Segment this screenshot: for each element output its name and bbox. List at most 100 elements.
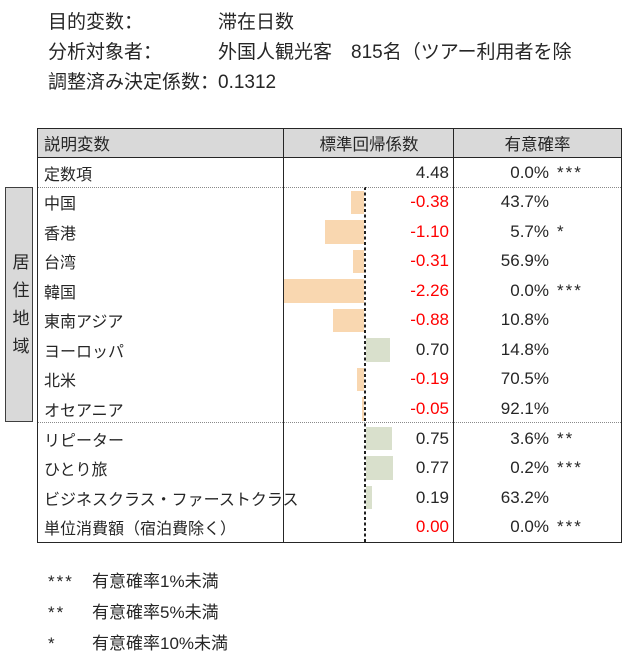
info-row-subjects: 分析対象者： 外国人観光客 815名（ツアー利用者を除	[48, 38, 572, 68]
adjusted-r2-value: 0.1312	[218, 72, 277, 93]
significance-pct: 92.1%	[500, 399, 549, 419]
significance-stars: *	[557, 221, 566, 241]
coefficient-bar	[357, 367, 364, 392]
note-10pct: * 有意確率10%未満	[48, 628, 228, 659]
significance-cell: 0.2% ***	[454, 458, 621, 478]
variable-cell: 定数項	[44, 166, 93, 184]
residence-region-group-box: 居住地域	[5, 187, 33, 422]
significance-pct: 3.6%	[510, 428, 549, 448]
variable-cell: 韓国	[44, 284, 77, 302]
note-5pct-label: 有意確率5%未満	[92, 603, 219, 622]
significance-cell: 56.9%	[454, 251, 621, 271]
significance-cell: 70.5%	[454, 369, 621, 389]
significance-stars: ***	[557, 458, 583, 478]
significance-pct: 0.0%	[510, 517, 549, 537]
variable-cell: 単位消費額（宿泊費除く）	[44, 521, 237, 539]
variable-cell: 台湾	[44, 255, 77, 273]
variable-cell: 香港	[44, 225, 77, 243]
table-row: 中国 -0.38 43.7%	[38, 188, 621, 218]
coefficient-cell: 0.70	[415, 339, 449, 359]
coefficient-cell: -0.88	[410, 310, 449, 330]
coefficient-bar	[365, 485, 373, 510]
table-row: オセアニア -0.05 92.1%	[38, 394, 621, 424]
variable-cell: 北米	[44, 373, 77, 391]
coefficient-bar	[332, 308, 364, 333]
target-variable-value: 滞在日数	[218, 12, 295, 33]
coefficient-bar	[283, 279, 364, 303]
significance-cell: 0.0% ***	[454, 517, 621, 537]
table-row: ヨーロッパ 0.70 14.8%	[38, 335, 621, 365]
coefficient-cell: -2.26	[410, 280, 449, 300]
info-row-adjusted-r2: 調整済み決定係数： 0.1312	[48, 68, 572, 98]
significance-pct: 0.0%	[510, 280, 549, 300]
table-row: 単位消費額（宿泊費除く） 0.00 0.0% ***	[38, 512, 621, 542]
significance-cell: 92.1%	[454, 399, 621, 419]
variable-cell: 中国	[44, 196, 77, 214]
significance-pct: 70.5%	[500, 369, 549, 389]
significance-stars: **	[557, 428, 575, 448]
column-divider-1	[282, 129, 284, 542]
significance-cell: 3.6% **	[454, 429, 621, 449]
significance-pct: 0.2%	[510, 458, 549, 478]
column-divider-2	[452, 129, 454, 542]
coefficient-bar	[365, 338, 391, 362]
note-1pct: *** 有意確率1%未満	[48, 566, 228, 597]
dotted-separator-constant	[38, 187, 621, 189]
coefficient-bar	[365, 426, 393, 451]
significance-cell: 0.0% ***	[454, 281, 621, 301]
significance-pct: 63.2%	[500, 487, 549, 507]
table-row: 東南アジア -0.88 10.8%	[38, 306, 621, 336]
significance-pct: 10.8%	[500, 310, 549, 330]
header-significance: 有意確率	[504, 136, 571, 154]
significance-stars: ***	[557, 162, 583, 182]
variable-cell: ビジネスクラス・ファーストクラス	[44, 491, 299, 509]
significance-pct: 0.0%	[510, 162, 549, 182]
coefficient-bar	[365, 456, 393, 480]
significance-stars: ***	[557, 517, 583, 537]
significance-cell: 14.8%	[454, 340, 621, 360]
significance-pct: 56.9%	[500, 251, 549, 271]
note-5pct: ** 有意確率5%未満	[48, 597, 228, 628]
significance-cell: 63.2%	[454, 488, 621, 508]
note-10pct-stars: *	[48, 634, 57, 653]
coefficient-cell: 4.48	[415, 162, 449, 182]
variable-cell: ひとり旅	[44, 462, 108, 480]
coefficient-cell: -0.38	[410, 192, 449, 212]
coefficient-cell: -0.19	[410, 369, 449, 389]
table-row: 定数項 4.48 0.0% ***	[38, 158, 621, 188]
coefficient-cell: -1.10	[410, 221, 449, 241]
zero-axis-dashed-line	[363, 187, 366, 542]
significance-pct: 14.8%	[500, 339, 549, 359]
target-variable-label: 目的変数：	[48, 12, 144, 33]
table-row: ひとり旅 0.77 0.2% ***	[38, 453, 621, 483]
table-body: 定数項 4.48 0.0% *** 中国 -0.38 43.7% 香港 -1.10 5.7% * 台湾…	[38, 158, 621, 542]
subjects-value: 外国人観光客 815名（ツアー利用者を除	[218, 42, 572, 63]
residence-region-label: 居住地域	[9, 252, 29, 365]
dotted-separator-region	[38, 422, 621, 424]
significance-pct: 43.7%	[500, 192, 549, 212]
coefficient-cell: -0.05	[410, 399, 449, 419]
table-row: 台湾 -0.31 56.9%	[38, 247, 621, 277]
coefficient-cell: 0.19	[415, 487, 449, 507]
note-10pct-label: 有意確率10%未満	[92, 634, 229, 653]
variable-cell: 東南アジア	[44, 314, 124, 332]
significance-pct: 5.7%	[510, 221, 549, 241]
table-row: 北米 -0.19 70.5%	[38, 365, 621, 395]
table-row: 韓国 -2.26 0.0% ***	[38, 276, 621, 306]
table-row: ビジネスクラス・ファーストクラス 0.19 63.2%	[38, 483, 621, 513]
header-std-coefficient: 標準回帰係数	[319, 136, 419, 154]
coefficient-bar	[350, 190, 364, 215]
note-5pct-stars: **	[48, 603, 66, 622]
coefficient-bar	[324, 220, 364, 244]
significance-notes: *** 有意確率1%未満 ** 有意確率5%未満 * 有意確率10%未満	[48, 566, 228, 659]
note-1pct-stars: ***	[48, 572, 74, 591]
coefficient-cell: 0.75	[415, 428, 449, 448]
coefficient-bar	[353, 249, 364, 274]
coefficient-cell: 0.00	[415, 517, 449, 537]
note-1pct-label: 有意確率1%未満	[92, 572, 219, 591]
significance-cell: 43.7%	[454, 192, 621, 212]
info-row-target-variable: 目的変数： 滞在日数	[48, 8, 572, 38]
table-row: リピーター 0.75 3.6% **	[38, 424, 621, 454]
regression-table: 説明変数 標準回帰係数 有意確率 定数項 4.48 0.0% *** 中国 -0.38 43…	[37, 128, 622, 543]
coefficient-cell: -0.31	[410, 251, 449, 271]
